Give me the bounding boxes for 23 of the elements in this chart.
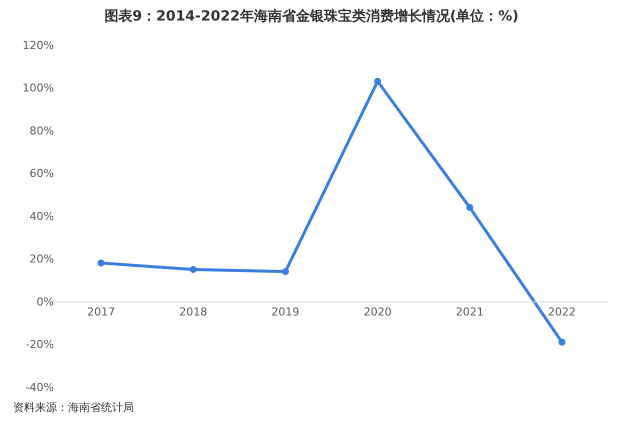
y-tick-label: -20% (26, 338, 54, 352)
y-tick-label: 0% (36, 295, 54, 308)
y-tick-label: 20% (30, 252, 54, 266)
point (190, 266, 197, 273)
y-tick-label: 60% (30, 167, 54, 180)
y-tick-label: 80% (30, 124, 54, 138)
x-tick-label: 2020 (364, 306, 392, 319)
x-tick-label: 2022 (548, 306, 576, 319)
x-tick-label: 2017 (87, 306, 116, 319)
point (282, 268, 289, 276)
point (466, 204, 474, 211)
text: 资料来源：海南省统计局 (13, 401, 134, 414)
x-tick-label: 2018 (179, 306, 208, 319)
point (98, 260, 105, 267)
point (374, 78, 382, 85)
y-tick-label: -40% (26, 380, 54, 394)
x-tick-label: 2021 (456, 306, 484, 319)
y-tick-label: 100% (22, 82, 54, 95)
x-tick-label: 2019 (271, 306, 300, 319)
chart-title: 图表9：2014-2022年海南省金银珠宝类消费增长情况(单位：%) (104, 8, 519, 25)
point (558, 338, 566, 346)
y-tick-label: 120% (22, 38, 54, 52)
y-tick-label: 40% (30, 210, 54, 223)
